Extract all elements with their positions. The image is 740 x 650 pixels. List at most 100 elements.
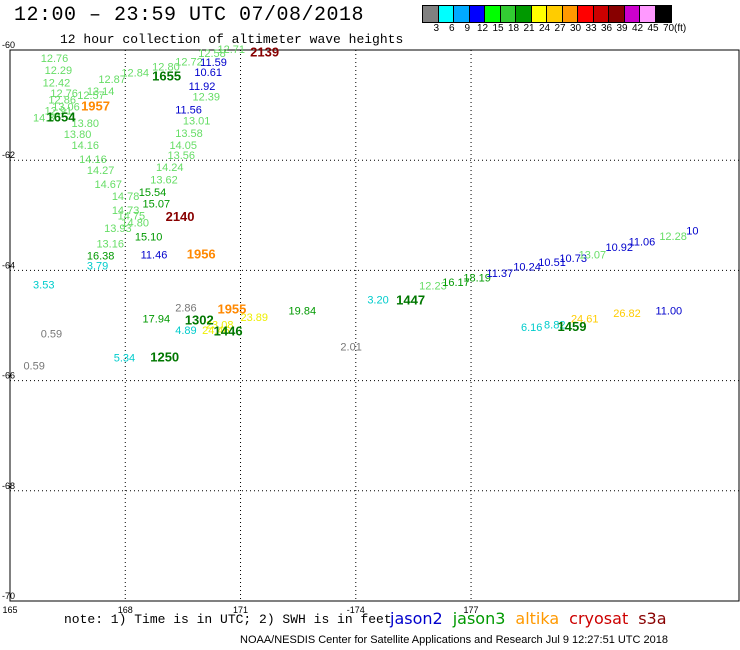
color-scale-tick: 70	[663, 23, 675, 34]
color-scale-tick: 27	[554, 23, 566, 34]
swh-label: 12.58	[198, 48, 226, 60]
swh-label: 12.29	[45, 65, 73, 77]
color-swatch-15	[655, 6, 671, 22]
color-scale-tick: 36	[601, 23, 613, 34]
swh-label: 14.67	[95, 179, 123, 191]
satellite-legend: jason2 jason3 altika cryosat s3a	[390, 609, 677, 628]
pass-time-label: 1447	[396, 293, 425, 308]
pass-time-label: 2140	[166, 209, 195, 224]
color-scale-bar	[422, 5, 672, 23]
color-swatch-7	[531, 6, 547, 22]
swh-label: 0.59	[23, 361, 44, 373]
swh-label: 11.56	[175, 104, 202, 116]
color-scale-tick: 24	[539, 23, 551, 34]
swh-label: 11.92	[189, 81, 216, 93]
swh-label: 23.89	[241, 312, 269, 324]
swh-label: 13.01	[183, 115, 211, 127]
swh-label: 12.39	[193, 92, 221, 104]
swh-label: 15.54	[139, 187, 167, 199]
satellite-altika: altika	[515, 609, 560, 628]
color-swatch-6	[516, 6, 532, 22]
swh-label: 3.20	[367, 294, 388, 306]
swh-label: 3.79	[87, 260, 108, 272]
swh-label: 11.00	[655, 305, 682, 317]
color-scale-tick: 6	[449, 23, 455, 34]
satellite-jason3: jason3	[452, 609, 506, 628]
swh-label: 24.46	[202, 325, 230, 337]
pass-time-label: 1957	[81, 99, 110, 114]
pass-time-label: 1459	[558, 319, 587, 334]
latitude-label: -70	[2, 591, 15, 601]
swh-label: 14.24	[156, 162, 184, 174]
pass-time-label: 1250	[150, 349, 179, 364]
swh-label: 15.10	[135, 232, 163, 244]
swh-label: 12.86	[48, 94, 76, 106]
swh-label: 24.61	[571, 314, 599, 326]
longitude-label: 165	[2, 605, 17, 615]
pass-time-label: 1955	[217, 301, 246, 316]
swh-label: 13.58	[175, 128, 203, 140]
swh-label: 10.24	[513, 261, 541, 273]
swh-label: 14.78	[112, 191, 140, 203]
color-scale-tick: 3	[433, 23, 440, 34]
swh-label: 13.07	[579, 249, 607, 261]
color-swatch-10	[578, 6, 594, 22]
credit-line: NOAA/NESDIS Center for Satellite Applica…	[240, 634, 669, 646]
swh-label: 12.23	[419, 281, 447, 293]
page-title: 12:00 – 23:59 UTC 07/08/2018	[14, 4, 365, 27]
swh-label: 14.16	[71, 140, 99, 152]
swh-label: 13.80	[64, 129, 92, 141]
swh-label: 2.01	[340, 341, 361, 353]
latitude-label: -64	[2, 260, 15, 270]
units-note: note: 1) Time is in UTC; 2) SWH is in fe…	[64, 612, 392, 627]
color-scale-tick: 33	[585, 23, 597, 34]
latitude-label: -66	[2, 371, 15, 381]
swh-label: 16.38	[87, 250, 115, 262]
swh-label: 0.59	[41, 329, 62, 341]
swh-label: 14.73	[112, 205, 140, 217]
swh-label: 11.37	[486, 268, 513, 280]
swh-label: 13.62	[150, 174, 178, 186]
latitude-label: -68	[2, 481, 15, 491]
swh-label: 12.91	[45, 105, 73, 117]
swh-label: 14.16	[79, 154, 107, 166]
swh-label: 13.80	[71, 118, 99, 130]
color-swatch-1	[438, 6, 454, 22]
swh-label: 12.28	[659, 231, 687, 243]
swh-label: 18.19	[463, 272, 491, 284]
swh-label: 12.72	[175, 56, 203, 68]
swh-label: 8.82	[544, 319, 565, 331]
color-scale-tick: 21	[523, 23, 535, 34]
color-scale-unit: (ft)	[674, 23, 687, 34]
swh-label: 12.57	[77, 90, 105, 102]
swh-label: 11.59	[200, 57, 227, 69]
latitude-label: -60	[2, 40, 15, 50]
color-scale-tick: 42	[632, 23, 644, 34]
color-swatch-4	[485, 6, 501, 22]
swh-label: 19.84	[289, 305, 317, 317]
swh-label: 14.75	[118, 211, 146, 223]
color-swatch-8	[547, 6, 563, 22]
satellite-cryosat: cryosat	[569, 609, 629, 628]
latitude-label: -62	[2, 150, 15, 160]
swh-label: 11.06	[629, 237, 656, 249]
color-scale-tick: 39	[616, 23, 628, 34]
swh-label: 13.14	[87, 86, 115, 98]
color-scale-tick: 45	[647, 23, 659, 34]
swh-label: 13.06	[52, 102, 80, 114]
color-swatch-3	[469, 6, 485, 22]
pass-time-label: 1655	[152, 68, 181, 83]
swh-label: 5.34	[114, 352, 135, 364]
color-scale-tick: 9	[464, 23, 471, 34]
swh-label: 12.42	[43, 77, 71, 89]
color-scale-tick: 30	[570, 23, 582, 34]
swh-label: 13.16	[96, 238, 124, 250]
swh-label: 14.27	[87, 165, 115, 177]
swh-label: 26.82	[613, 308, 641, 320]
color-swatch-12	[609, 6, 625, 22]
color-scale-tick: 15	[492, 23, 504, 34]
color-swatch-9	[562, 6, 578, 22]
page-subtitle: 12 hour collection of altimeter wave hei…	[60, 32, 404, 47]
